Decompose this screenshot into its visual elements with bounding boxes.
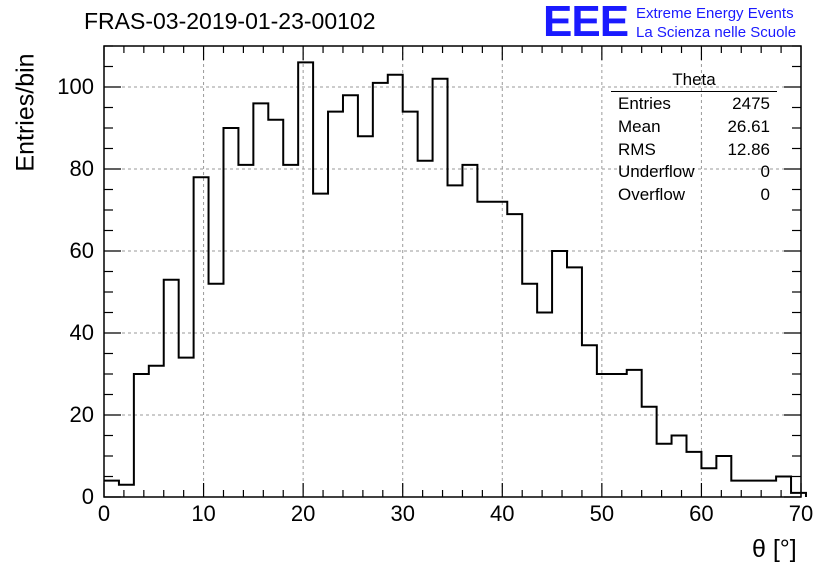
histogram-bin <box>567 267 582 497</box>
histogram-series <box>104 61 807 498</box>
histogram-bin <box>657 444 672 497</box>
y-tick-label: 80 <box>69 156 94 181</box>
eee-logo: EEE <box>543 0 629 46</box>
y-tick-label: 40 <box>69 320 94 345</box>
histogram-bin <box>298 62 313 497</box>
histogram-bin <box>761 481 776 497</box>
x-tick-label: 70 <box>788 501 814 526</box>
histogram-bin <box>283 165 298 497</box>
histogram-bin <box>492 202 507 497</box>
stats-label: Mean <box>618 116 661 136</box>
histogram-bin <box>194 177 209 497</box>
grid-lines <box>104 46 801 497</box>
stats-value: 26.61 <box>727 116 770 136</box>
histogram-bin <box>507 214 522 497</box>
logo-caption: Extreme Energy Events La Scienza nelle S… <box>636 4 796 42</box>
stats-value: 12.86 <box>727 139 770 159</box>
stats-label: Overflow <box>618 185 686 205</box>
stats-box: Theta Entries 2475 Mean 26.61 RMS 12.86 Und… <box>611 70 777 207</box>
x-tick-label: 40 <box>490 501 515 526</box>
histogram-outline <box>104 61 807 497</box>
histogram-bin <box>731 481 746 497</box>
histogram-bin <box>686 452 701 497</box>
histogram-bin <box>149 366 164 497</box>
x-tick-label: 20 <box>290 501 316 526</box>
stats-label: Entries <box>618 94 671 113</box>
histogram-bin <box>238 165 253 497</box>
x-tick-label: 60 <box>689 501 714 526</box>
stats-row: Underflow 0 <box>611 161 777 184</box>
histogram-bin <box>209 284 224 497</box>
y-tick-label: 60 <box>69 238 94 263</box>
histogram-bin <box>627 370 642 497</box>
histogram-bin <box>746 481 761 497</box>
y-tick-label: 0 <box>81 484 94 509</box>
stats-title: Theta <box>611 70 777 92</box>
histogram-bin <box>119 485 134 497</box>
histogram-bin <box>672 436 687 498</box>
stats-row: Overflow 0 <box>611 184 777 207</box>
stats-label: Underflow <box>618 162 695 182</box>
chart-title: FRAS-03-2019-01-23-00102 <box>84 8 376 34</box>
histogram-bin <box>597 374 612 497</box>
histogram-bin <box>522 284 537 497</box>
x-tick-label: 0 <box>97 501 111 526</box>
histogram-bin <box>313 194 328 497</box>
histogram-bin <box>358 136 373 497</box>
y-tick-label: 100 <box>57 74 94 99</box>
histogram-bin <box>418 161 433 497</box>
histogram-bin <box>448 185 463 497</box>
logo-line-1: Extreme Energy Events <box>636 5 794 22</box>
histogram-bin <box>179 358 194 497</box>
histogram-bin <box>552 251 567 497</box>
histogram-bin <box>388 75 403 497</box>
logo-line-2: La Scienza nelle Scuole <box>636 24 797 41</box>
histogram-bin <box>477 202 492 497</box>
histogram-bin <box>537 313 552 498</box>
histogram-bin <box>642 407 657 497</box>
histogram-bin <box>268 120 283 497</box>
histogram-bin <box>582 345 597 497</box>
histogram-bin <box>164 280 179 497</box>
histogram-bin <box>253 103 268 497</box>
stats-value: 2475 <box>732 94 770 113</box>
histogram-bin <box>343 95 358 497</box>
x-axis-label: θ [°] <box>752 535 797 563</box>
stats-row: RMS 12.86 <box>611 139 777 162</box>
y-axis-label: Entries/bin <box>11 53 40 172</box>
histogram-bin <box>373 83 388 497</box>
histogram-bin <box>776 477 791 498</box>
x-tick-label: 50 <box>589 501 615 526</box>
histogram-bin <box>462 165 477 497</box>
histogram-bin <box>716 456 731 497</box>
histogram-bin <box>104 481 119 497</box>
histogram-bin <box>612 374 627 497</box>
stats-row: Entries 2475 <box>611 93 777 116</box>
stats-value: 0 <box>760 185 770 205</box>
histogram-bin <box>433 79 448 497</box>
stats-label: RMS <box>618 139 656 159</box>
histogram-bin <box>701 468 716 497</box>
stats-row: Mean 26.61 <box>611 116 777 139</box>
x-tick-label: 10 <box>191 501 216 526</box>
histogram-bin <box>223 128 238 497</box>
histogram-bin <box>134 374 149 497</box>
y-tick-label: 20 <box>69 402 94 427</box>
axis-ticks <box>103 45 802 498</box>
stats-value: 0 <box>760 162 770 182</box>
x-tick-label: 30 <box>390 501 415 526</box>
